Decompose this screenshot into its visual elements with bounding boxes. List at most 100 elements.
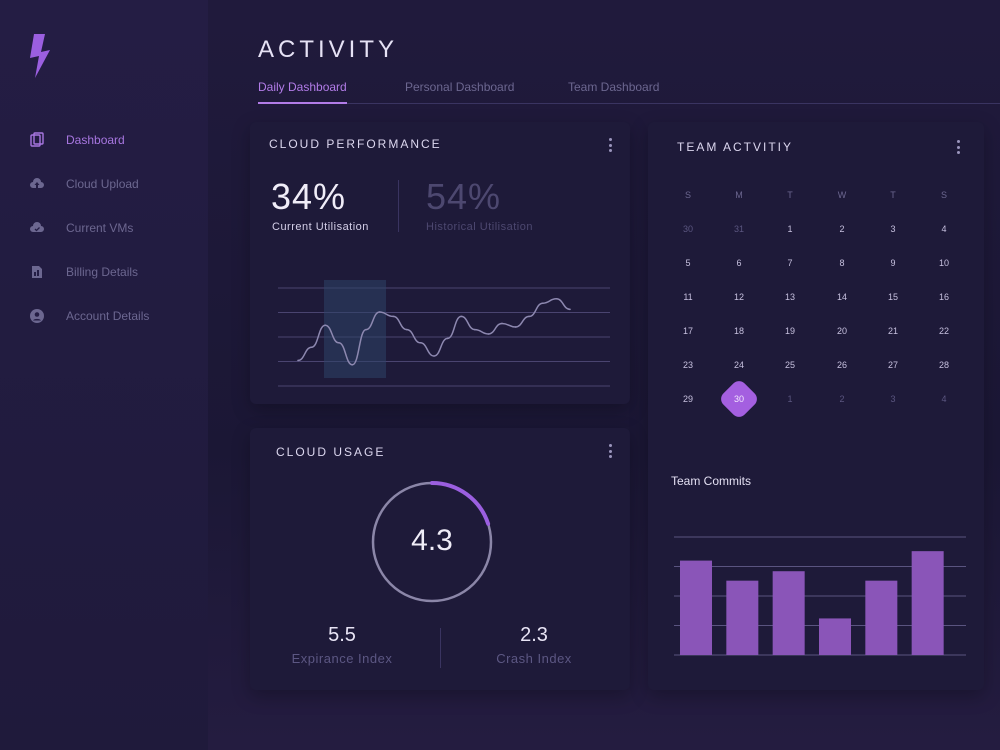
data-point xyxy=(297,359,299,362)
sidebar-item-current-vms[interactable]: Current VMs xyxy=(18,206,198,250)
sidebar-nav: Dashboard Cloud Upload Current VMs Billi… xyxy=(18,118,198,338)
calendar-day[interactable]: 3 xyxy=(890,224,896,234)
calendar-day[interactable]: 4 xyxy=(941,224,947,234)
current-utilisation-value: 34% xyxy=(271,176,347,217)
calendar-day[interactable]: 31 xyxy=(733,224,744,234)
commit-bar[interactable] xyxy=(819,618,851,655)
usage-gauge xyxy=(371,481,493,603)
calendar-day[interactable]: 3 xyxy=(890,394,896,404)
more-options-icon[interactable] xyxy=(957,140,961,154)
data-point xyxy=(406,328,408,331)
gauge-fill xyxy=(371,481,493,603)
calendar-day[interactable]: 16 xyxy=(938,292,949,302)
commit-bar[interactable] xyxy=(680,560,712,655)
cloud-performance-card: CLOUD PERFORMANCE 34% Current Utilisatio… xyxy=(250,122,630,404)
calendar-day[interactable]: 18 xyxy=(733,326,744,336)
card-title: TEAM ACTVITIY xyxy=(677,140,794,154)
calendar-day[interactable]: 14 xyxy=(836,292,847,302)
sidebar-item-cloud-upload[interactable]: Cloud Upload xyxy=(18,162,198,206)
historical-utilisation-value: 54% xyxy=(426,176,502,217)
commit-bar[interactable] xyxy=(865,580,898,655)
calendar-day[interactable]: 13 xyxy=(784,292,795,302)
sidebar-item-label: Cloud Upload xyxy=(66,177,139,191)
calendar-day[interactable]: 21 xyxy=(887,326,898,336)
commit-bar[interactable] xyxy=(726,580,759,655)
calendar-day[interactable]: 6 xyxy=(736,258,742,268)
more-options-icon[interactable] xyxy=(609,138,613,152)
page-title: ACTIVITY xyxy=(258,36,399,63)
calendar-day[interactable]: 17 xyxy=(682,326,693,336)
data-point xyxy=(514,326,517,328)
calendar-weekday: M xyxy=(735,190,743,200)
sidebar-item-billing-details[interactable]: Billing Details xyxy=(18,250,198,294)
calendar-day[interactable]: 2 xyxy=(839,224,845,234)
calendar-day[interactable]: 26 xyxy=(836,360,847,370)
data-point xyxy=(555,298,558,300)
expirance-index: 5.5 Expirance Index xyxy=(272,624,412,666)
sidebar-item-label: Current VMs xyxy=(66,221,134,235)
calendar-day[interactable]: 8 xyxy=(839,258,845,268)
calendar-day[interactable]: 7 xyxy=(787,258,793,268)
sidebar-item-account-details[interactable]: Account Details xyxy=(18,294,198,338)
team-commits-bar-chart xyxy=(674,536,966,656)
calendar-day[interactable]: 30 xyxy=(682,224,693,234)
data-point xyxy=(542,302,544,304)
cloud-icon xyxy=(28,219,46,237)
data-point xyxy=(501,322,503,325)
calendar-day[interactable]: 9 xyxy=(890,258,896,268)
calendar-day[interactable]: 24 xyxy=(733,360,744,370)
data-point xyxy=(351,364,354,366)
user-circle-icon xyxy=(28,307,46,325)
data-point xyxy=(419,342,422,344)
calendar-day[interactable]: 27 xyxy=(887,360,898,370)
historical-utilisation-label: Historical Utilisation xyxy=(426,221,533,233)
calendar-day[interactable]: 4 xyxy=(941,394,947,404)
sidebar-item-label: Dashboard xyxy=(66,133,125,147)
calendar-day[interactable]: 12 xyxy=(733,292,744,302)
calendar-weekday: S xyxy=(940,190,947,200)
lightning-bolt-logo-icon[interactable] xyxy=(28,34,52,78)
calendar-day[interactable]: 25 xyxy=(784,360,795,370)
calendar-day[interactable]: 10 xyxy=(938,258,949,268)
tab-personal-dashboard[interactable]: Personal Dashboard xyxy=(405,80,515,94)
calendar-weekday: T xyxy=(890,190,896,200)
calendar-day[interactable]: 28 xyxy=(938,360,949,370)
calendar-day[interactable]: 5 xyxy=(685,258,691,268)
calendar-day[interactable]: 1 xyxy=(787,224,793,234)
team-commits-title: Team Commits xyxy=(671,474,752,488)
tab-team-dashboard[interactable]: Team Dashboard xyxy=(568,80,660,94)
sidebar-item-label: Account Details xyxy=(66,309,150,323)
commit-bar[interactable] xyxy=(911,551,944,655)
more-options-icon[interactable] xyxy=(609,444,613,458)
calendar-day[interactable]: 19 xyxy=(784,326,795,336)
data-point xyxy=(310,346,313,348)
calendar-day[interactable]: 22 xyxy=(938,326,949,336)
card-title: CLOUD PERFORMANCE xyxy=(269,137,442,151)
calendar-weekday: W xyxy=(837,190,847,200)
data-point xyxy=(338,342,340,344)
current-utilisation-label: Current Utilisation xyxy=(272,221,369,233)
data-point xyxy=(433,355,435,357)
divider xyxy=(398,180,399,232)
data-point xyxy=(474,328,476,331)
calendar-day[interactable]: 15 xyxy=(887,292,898,302)
card-title: CLOUD USAGE xyxy=(276,445,386,459)
cloud-upload-icon xyxy=(28,175,46,193)
tab-daily-dashboard[interactable]: Daily Dashboard xyxy=(258,80,347,104)
data-point xyxy=(528,315,530,318)
commit-bar[interactable] xyxy=(772,571,805,655)
expirance-index-label: Expirance Index xyxy=(291,651,393,666)
calendar-day[interactable]: 23 xyxy=(682,360,693,370)
calendar-day[interactable]: 29 xyxy=(682,394,693,404)
crash-index: 2.3 Crash Index xyxy=(464,624,604,666)
calendar-day[interactable]: 11 xyxy=(683,292,693,302)
calendar-day[interactable]: 20 xyxy=(836,326,847,336)
sidebar-item-dashboard[interactable]: Dashboard xyxy=(18,118,198,162)
data-point xyxy=(446,337,449,340)
data-point xyxy=(365,328,367,331)
calendar-day[interactable]: 2 xyxy=(839,394,845,404)
calendar-day[interactable]: 30 xyxy=(733,394,744,404)
data-point xyxy=(324,324,326,326)
team-activity-card: TEAM ACTVITIY S M T W T S 30 31 1 2 3 4 5 6 7 8 9 10 11 12 1… xyxy=(648,122,984,690)
calendar-day[interactable]: 1 xyxy=(787,394,793,404)
